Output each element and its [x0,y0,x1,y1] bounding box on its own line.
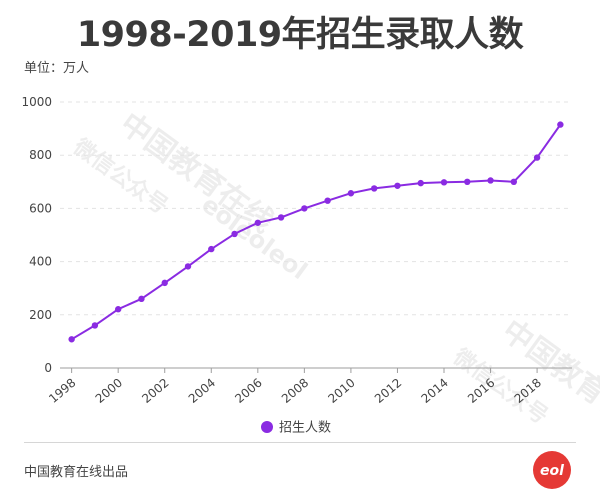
y-tick-label: 400 [29,255,52,269]
x-tick-label: 2010 [325,376,357,406]
data-point[interactable] [138,295,145,303]
data-point[interactable] [324,197,331,204]
x-tick-label: 2002 [139,376,171,406]
data-point[interactable] [510,178,518,185]
y-tick-label: 1000 [21,95,52,109]
y-tick-label: 800 [29,148,52,162]
data-point[interactable] [114,306,122,313]
x-tick-label: 2014 [419,376,451,406]
legend-label[interactable]: 招生人数 [279,421,331,436]
x-tick-label: 2008 [279,376,311,406]
x-tick-label: 2012 [372,376,404,406]
watermark-text: 中国教育在线 [495,313,600,440]
data-point[interactable] [277,214,285,221]
data-point[interactable] [254,219,262,226]
credit-text: 中国教育在线出品 [24,465,129,480]
y-tick-label: 600 [29,201,52,215]
data-point[interactable] [533,154,541,161]
data-point[interactable] [68,336,75,343]
data-point[interactable] [557,121,564,128]
unit-label: 单位：万人 [24,61,90,76]
x-tick-label: 2004 [186,376,218,406]
footer-divider [24,442,576,443]
eol-logo: eol [533,451,571,489]
data-point[interactable] [370,185,378,192]
y-tick-label: 200 [29,308,52,322]
data-point[interactable] [417,179,424,187]
data-point[interactable] [301,205,308,212]
data-point[interactable] [347,190,355,197]
data-point[interactable] [184,263,192,270]
legend-swatch[interactable] [261,421,273,433]
data-point[interactable] [487,177,494,184]
y-tick-label: 0 [44,361,52,375]
data-point[interactable] [440,179,448,186]
data-point[interactable] [161,279,168,287]
x-tick-label: 2006 [232,376,264,406]
data-point[interactable] [91,322,99,329]
data-point[interactable] [394,182,401,189]
logo-text: eol [540,463,564,479]
x-tick-label: 1998 [46,376,78,406]
data-point[interactable] [208,245,215,253]
series-line [71,124,562,341]
line-chart: 中国教育在线 微信公众号 eoleoleol 中国教育在线 微信公众号 0200… [21,95,600,440]
data-point[interactable] [231,230,238,238]
chart-title: 1998-2019年招生录取人数 [76,15,524,55]
data-point[interactable] [464,178,471,185]
x-tick-label: 2000 [93,376,125,406]
